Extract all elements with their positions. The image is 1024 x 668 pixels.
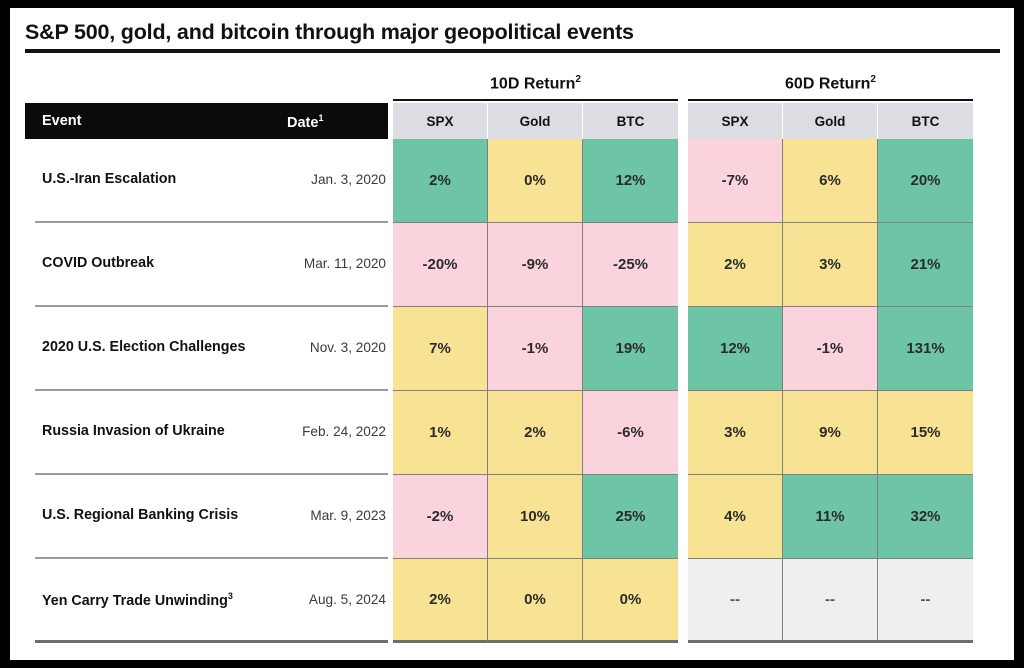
return-cell: 2% xyxy=(488,391,583,475)
return-cell: 4% xyxy=(688,475,783,559)
return-cell: 3% xyxy=(783,223,878,307)
event-date: Aug. 5, 2024 xyxy=(308,592,386,607)
page-title: S&P 500, gold, and bitcoin through major… xyxy=(25,20,634,44)
table-row: U.S. Regional Banking Crisis Mar. 9, 2023 xyxy=(25,475,388,559)
event-date: Jan. 3, 2020 xyxy=(311,172,386,187)
event-date: Nov. 3, 2020 xyxy=(309,340,386,355)
row-divider xyxy=(35,221,388,223)
return-cell: -20% xyxy=(393,223,488,307)
return-cell: 20% xyxy=(878,139,973,223)
return-cell: 25% xyxy=(583,475,678,559)
row-divider xyxy=(35,557,388,559)
chart-frame: S&P 500, gold, and bitcoin through major… xyxy=(10,8,1014,660)
return-cell: 2% xyxy=(393,559,488,643)
return-cell: -- xyxy=(783,559,878,643)
event-name: 2020 U.S. Election Challenges xyxy=(42,339,246,355)
return-cell: 11% xyxy=(783,475,878,559)
date-column-header: Date1 xyxy=(287,113,324,131)
return-cell: 6% xyxy=(783,139,878,223)
column-header-btc-10d: BTC xyxy=(583,103,678,139)
return-cell: -25% xyxy=(583,223,678,307)
return-cell: 7% xyxy=(393,307,488,391)
table-row: COVID Outbreak Mar. 11, 2020 xyxy=(25,223,388,307)
row-divider xyxy=(35,473,388,475)
group-title-60d: 60D Return2 xyxy=(785,74,876,93)
row-divider xyxy=(35,305,388,307)
group-title-10d: 10D Return2 xyxy=(490,74,581,93)
return-cell: -6% xyxy=(583,391,678,475)
return-cell: 21% xyxy=(878,223,973,307)
table-row: U.S.-Iran Escalation Jan. 3, 2020 xyxy=(25,139,388,223)
table-row: Russia Invasion of Ukraine Feb. 24, 2022 xyxy=(25,391,388,475)
group-rule xyxy=(393,98,678,102)
return-cell: 19% xyxy=(583,307,678,391)
return-cell: 12% xyxy=(583,139,678,223)
table-row: Yen Carry Trade Unwinding3 Aug. 5, 2024 xyxy=(25,559,388,643)
return-cell: 32% xyxy=(878,475,973,559)
return-cell: -- xyxy=(688,559,783,643)
event-date: Mar. 9, 2023 xyxy=(310,508,386,523)
event-date-header: Event Date1 xyxy=(25,103,388,139)
return-cell: 0% xyxy=(583,559,678,643)
title-rule xyxy=(25,48,1000,54)
row-divider xyxy=(35,640,388,643)
return-cell: -7% xyxy=(688,139,783,223)
column-header-spx-10d: SPX xyxy=(393,103,488,139)
column-header-btc-60d: BTC xyxy=(878,103,973,139)
return-cell: 131% xyxy=(878,307,973,391)
return-cell: 0% xyxy=(488,559,583,643)
event-name: Russia Invasion of Ukraine xyxy=(42,423,225,439)
return-cell: 1% xyxy=(393,391,488,475)
event-date: Mar. 11, 2020 xyxy=(303,256,386,271)
return-cell: -9% xyxy=(488,223,583,307)
return-cell: 3% xyxy=(688,391,783,475)
event-column-header: Event xyxy=(42,113,82,129)
column-header-gold-10d: Gold xyxy=(488,103,583,139)
event-name: U.S.-Iran Escalation xyxy=(42,171,177,187)
table-row: 2020 U.S. Election Challenges Nov. 3, 202… xyxy=(25,307,388,391)
return-cell: -2% xyxy=(393,475,488,559)
return-cell: 10% xyxy=(488,475,583,559)
column-header-spx-60d: SPX xyxy=(688,103,783,139)
event-name: COVID Outbreak xyxy=(42,255,155,271)
group-rule xyxy=(688,98,973,102)
event-name: Yen Carry Trade Unwinding3 xyxy=(42,591,233,609)
return-cell: -1% xyxy=(488,307,583,391)
return-cell: 12% xyxy=(688,307,783,391)
return-cell: -- xyxy=(878,559,973,643)
row-divider xyxy=(35,389,388,391)
return-cell: 15% xyxy=(878,391,973,475)
return-cell: 2% xyxy=(688,223,783,307)
return-cell: 0% xyxy=(488,139,583,223)
column-header-gold-60d: Gold xyxy=(783,103,878,139)
return-cell: 9% xyxy=(783,391,878,475)
return-cell: -1% xyxy=(783,307,878,391)
event-name: U.S. Regional Banking Crisis xyxy=(42,507,239,523)
event-date: Feb. 24, 2022 xyxy=(302,424,386,439)
return-cell: 2% xyxy=(393,139,488,223)
